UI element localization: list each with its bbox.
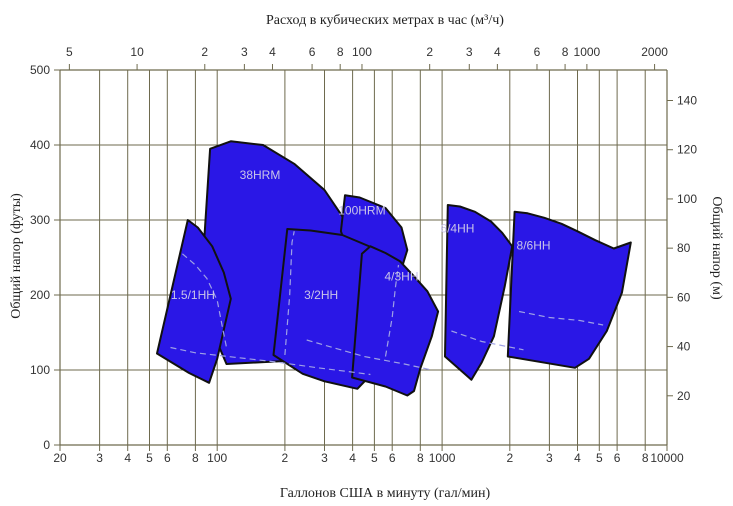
x-top-tick-label: 6 xyxy=(309,45,316,59)
dashed-boundary xyxy=(284,231,295,356)
range-label: 6/4HH xyxy=(440,221,474,235)
range-label: 3/2HH xyxy=(304,288,338,302)
x-tick-label: 4 xyxy=(349,451,356,465)
x-top-tick-label: 4 xyxy=(494,45,501,59)
x-top-tick-label: 1000 xyxy=(574,45,601,59)
range-1-5-1hh xyxy=(156,219,232,384)
range-label: 100HRM xyxy=(338,203,385,217)
x-top-tick-label: 3 xyxy=(466,45,473,59)
x-tick-label: 3 xyxy=(546,451,553,465)
range-6-4hh xyxy=(444,204,514,381)
x-top-tick-label: 8 xyxy=(562,45,569,59)
range-label: 8/6HH xyxy=(517,239,551,253)
y-tick-label: 400 xyxy=(30,138,50,152)
range-4-3hh xyxy=(351,245,440,397)
x-tick-label: 5 xyxy=(596,451,603,465)
x-top-tick-label: 8 xyxy=(337,45,344,59)
dashed-boundary xyxy=(451,330,524,351)
range-8-6hh xyxy=(506,210,632,369)
dashed-boundary xyxy=(518,310,604,326)
y-tick-label: 500 xyxy=(30,63,50,77)
y-axis-label-right: Общий напор (м) xyxy=(709,196,724,300)
pump-ranges xyxy=(156,140,632,397)
y2-tick-label: 60 xyxy=(677,290,691,304)
x-top-tick-label: 5 xyxy=(66,45,73,59)
x-top-tick-label: 2 xyxy=(201,45,208,59)
y-tick-label: 100 xyxy=(30,363,50,377)
x-tick-label: 5 xyxy=(371,451,378,465)
x-tick-label: 3 xyxy=(321,451,328,465)
y-tick-label: 300 xyxy=(30,213,50,227)
range-labels: 38HRM 1.5/1HH 100HRM 3/2HH 4/3HH 6/4HH 8/6HH xyxy=(171,168,551,302)
x-top-tick-label: 10 xyxy=(130,45,144,59)
x-tick-label: 2 xyxy=(282,451,289,465)
dashed-boundary xyxy=(384,264,400,357)
dashed-boundary xyxy=(182,253,228,348)
x-tick-label: 100 xyxy=(207,451,227,465)
x-tick-label: 6 xyxy=(389,451,396,465)
x-top-tick-label: 2 xyxy=(426,45,433,59)
dashed-boundary xyxy=(170,346,371,376)
y-axis-label-left: Общий напор (футы) xyxy=(9,193,24,319)
x-tick-label: 5 xyxy=(146,451,153,465)
y2-tick-label: 100 xyxy=(677,192,697,206)
y2-tick-label: 80 xyxy=(677,241,691,255)
x-top-tick-label: 4 xyxy=(269,45,276,59)
y2-tick-label: 20 xyxy=(677,389,691,403)
x-tick-label: 4 xyxy=(574,451,581,465)
x-tick-label: 8 xyxy=(417,451,424,465)
x-tick-label: 8 xyxy=(192,451,199,465)
dashed-boundary xyxy=(306,339,432,371)
x-tick-label: 4 xyxy=(124,451,131,465)
dashed-boundaries xyxy=(170,231,604,376)
y2-tick-label: 40 xyxy=(677,340,691,354)
range-label: 4/3HH xyxy=(385,269,419,283)
range-label: 38HRM xyxy=(240,168,281,182)
x-top-tick-label: 2000 xyxy=(641,45,668,59)
y2-tick-label: 140 xyxy=(677,94,697,108)
x-tick-label: 6 xyxy=(164,451,171,465)
y2-tick-label: 120 xyxy=(677,143,697,157)
x-top-tick-label: 3 xyxy=(241,45,248,59)
range-label: 1.5/1HH xyxy=(171,288,215,302)
chart-title: Расход в кубических метрах в час (м³/ч) xyxy=(266,13,504,28)
y-tick-label: 200 xyxy=(30,288,50,302)
x-tick-label: 10000 xyxy=(650,451,684,465)
y-tick-label: 0 xyxy=(43,438,50,452)
x-tick-label: 8 xyxy=(642,451,649,465)
x-tick-label: 2 xyxy=(506,451,513,465)
x-axis-label: Галлонов США в минуту (гал/мин) xyxy=(280,486,491,501)
x-tick-label: 1000 xyxy=(429,451,456,465)
x-tick-label: 3 xyxy=(96,451,103,465)
x-top-tick-label: 100 xyxy=(352,45,372,59)
x-tick-label: 6 xyxy=(614,451,621,465)
x-tick-label: 20 xyxy=(53,451,67,465)
x-top-tick-label: 6 xyxy=(534,45,541,59)
